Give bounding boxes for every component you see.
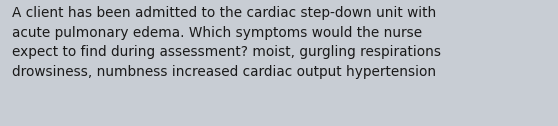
Text: A client has been admitted to the cardiac step-down unit with
acute pulmonary ed: A client has been admitted to the cardia… xyxy=(12,6,441,79)
